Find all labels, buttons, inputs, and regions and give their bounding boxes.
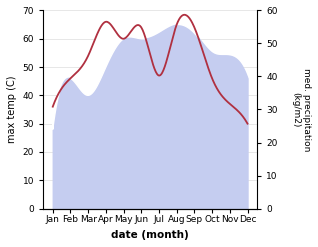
Y-axis label: max temp (C): max temp (C)	[7, 76, 17, 143]
Y-axis label: med. precipitation
(kg/m2): med. precipitation (kg/m2)	[292, 68, 311, 151]
X-axis label: date (month): date (month)	[111, 230, 189, 240]
